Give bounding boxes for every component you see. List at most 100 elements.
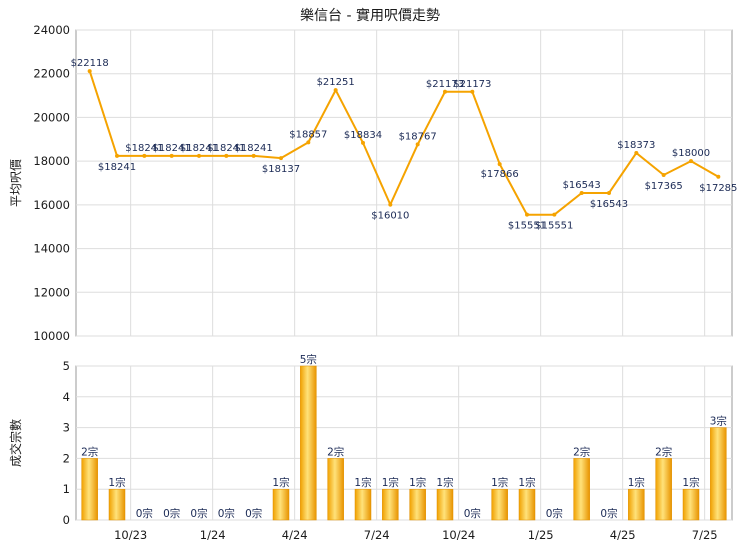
- volume-bar-label: 2宗: [655, 445, 672, 458]
- volume-bar-label: 1宗: [518, 476, 535, 489]
- volume-bar-label: 1宗: [682, 476, 699, 489]
- x-tick-label: 7/25: [692, 528, 718, 542]
- price-line: [88, 70, 719, 216]
- volume-bar-label: 2宗: [573, 445, 590, 458]
- price-data-label: $18241: [98, 162, 136, 173]
- volume-y-tick-labels: 0 1 2 3 4 5: [63, 359, 70, 527]
- volume-bar-label: 1宗: [382, 476, 399, 489]
- x-tick-label: 7/24: [364, 528, 390, 542]
- volume-bar-label: 5宗: [300, 353, 317, 366]
- price-data-label: $18241: [125, 143, 163, 154]
- volume-y-tick-label: 5: [63, 359, 70, 373]
- price-data-label: $18241: [153, 143, 191, 154]
- volume-y-tick-label: 0: [63, 513, 70, 527]
- volume-bar: [491, 488, 508, 521]
- price-y-tick-label: 10000: [33, 329, 70, 343]
- price-point: [361, 140, 365, 145]
- volume-bar: [655, 458, 672, 521]
- volume-bar: [628, 488, 645, 521]
- price-y-tick-label: 16000: [33, 198, 70, 212]
- volume-y-tick-label: 2: [63, 451, 70, 465]
- volume-bar-label: 3宗: [710, 415, 727, 428]
- price-y-tick-label: 24000: [33, 23, 70, 37]
- x-tick-label: 10/23: [114, 528, 147, 542]
- volume-y-tick-label: 1: [63, 482, 70, 496]
- volume-bar: [354, 488, 372, 521]
- volume-bar: [272, 488, 290, 521]
- volume-bar-label: 1宗: [491, 476, 508, 489]
- volume-bar-label: 0宗: [190, 507, 207, 520]
- volume-bar: [682, 488, 700, 521]
- volume-panel: 0 1 2 3 4 5 成交宗數 2宗 1宗 0宗 0宗 0宗 0宗 0宗 1宗 5宗 2宗 1宗 1宗 1宗 1宗…: [8, 353, 733, 542]
- volume-bar-label: 1宗: [436, 476, 453, 489]
- price-point: [169, 153, 174, 158]
- price-point: [661, 173, 666, 178]
- price-point: [689, 159, 693, 164]
- volume-bar: [518, 488, 536, 521]
- volume-bar-label: 0宗: [464, 507, 481, 520]
- price-y-tick-labels: 10000 12000 14000 16000 18000 20000 22000 24000: [33, 23, 70, 343]
- price-y-tick-label: 22000: [33, 67, 70, 81]
- volume-bar-label: 0宗: [600, 507, 617, 520]
- volume-bar-label: 0宗: [546, 507, 563, 520]
- volume-bar-label: 0宗: [136, 507, 153, 520]
- x-tick-labels: 10/23 1/24 4/24 7/24 10/24 1/25 4/25 7/25: [114, 528, 717, 542]
- volume-bar: [108, 488, 126, 521]
- volume-bar-label: 2宗: [327, 445, 344, 458]
- volume-bar: [327, 458, 344, 521]
- price-point: [579, 190, 584, 195]
- x-tick-label: 1/25: [528, 528, 554, 542]
- price-y-tick-label: 18000: [33, 154, 70, 168]
- price-data-label: $21251: [317, 77, 355, 88]
- volume-bar: [573, 458, 590, 521]
- volume-bar-label: 1宗: [628, 476, 645, 489]
- volume-bar-label: 1宗: [409, 476, 426, 489]
- price-gridlines: [76, 29, 732, 337]
- price-point: [415, 142, 420, 147]
- price-point: [279, 156, 283, 161]
- x-tick-label: 10/24: [442, 528, 475, 542]
- price-point: [306, 140, 311, 145]
- price-data-label: $18241: [180, 143, 218, 154]
- price-data-label: $17866: [481, 169, 519, 180]
- price-point: [525, 212, 529, 217]
- volume-bar-label: 0宗: [218, 507, 235, 520]
- volume-bar: [382, 488, 399, 521]
- price-plot-frame: [75, 29, 733, 337]
- x-tick-label: 4/24: [282, 528, 308, 542]
- volume-y-axis-title: 成交宗數: [8, 419, 23, 467]
- volume-bar-label: 2宗: [81, 445, 98, 458]
- price-point: [716, 174, 721, 179]
- price-point: [197, 153, 201, 158]
- price-data-label: $18767: [399, 131, 437, 142]
- price-point: [388, 202, 393, 207]
- volume-bar: [436, 488, 454, 521]
- volume-bar: [710, 427, 727, 521]
- volume-bar-labels: 2宗 1宗 0宗 0宗 0宗 0宗 0宗 1宗 5宗 2宗 1宗 1宗 1宗 1宗 0宗 1宗 1宗 0宗 2宗 0宗…: [81, 353, 727, 520]
- volume-bar-label: 1宗: [272, 476, 289, 489]
- price-data-label: $18241: [235, 143, 273, 154]
- price-data-label: $18373: [617, 140, 655, 151]
- volume-bar-label: 1宗: [108, 476, 125, 489]
- price-data-label: $15551: [535, 221, 573, 232]
- price-data-label: $16543: [590, 199, 628, 210]
- price-data-label: $18834: [344, 130, 382, 141]
- price-y-tick-label: 20000: [33, 110, 70, 124]
- price-data-label: $17285: [699, 183, 737, 194]
- price-point: [87, 69, 92, 74]
- price-y-tick-label: 12000: [33, 285, 70, 299]
- price-data-label: $18137: [262, 164, 300, 175]
- volume-bar-label: 0宗: [245, 507, 262, 520]
- volume-y-tick-label: 3: [63, 421, 70, 435]
- price-data-label: $18857: [289, 129, 327, 140]
- price-point: [497, 162, 502, 167]
- chart-title: 樂信台 - 實用呎價走勢: [300, 7, 440, 24]
- price-data-labels: $22118$18241$18241$18241$18241$18241$182…: [71, 58, 738, 232]
- price-point: [470, 89, 475, 94]
- price-points: [87, 69, 721, 217]
- x-tick-label: 1/24: [200, 528, 226, 542]
- price-y-axis-title: 平均呎價: [9, 159, 23, 207]
- price-point: [607, 190, 611, 195]
- x-tick-label: 4/25: [610, 528, 636, 542]
